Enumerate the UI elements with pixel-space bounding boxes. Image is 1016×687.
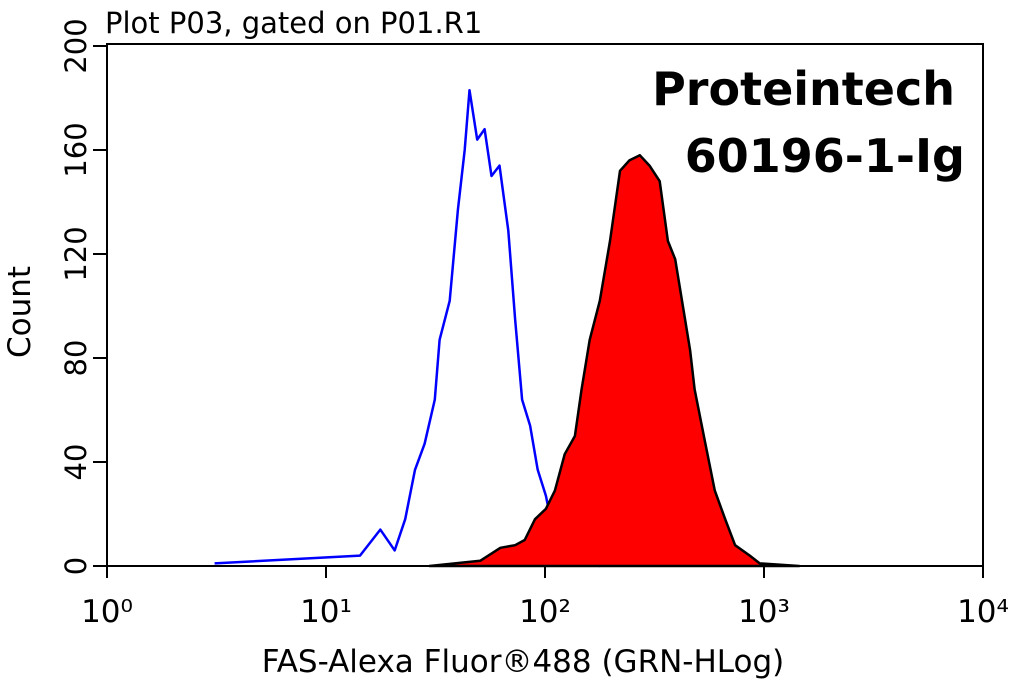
histogram-line [214,88,601,568]
annotation: Proteintech [652,62,955,116]
x-tick-label: 10³ [738,594,790,630]
y-tick-label: 160 [59,122,93,177]
x-axis-label: FAS-Alexa Fluor®488 (GRN-HLog) [262,644,785,680]
chart-title: Plot P03, gated on P01.R1 [105,6,482,40]
x-tick-label: 10⁰ [81,594,133,630]
x-tick-label: 10² [519,594,571,630]
y-tick-label: 200 [59,18,93,73]
x-tick-label: 10⁴ [957,594,1009,630]
y-tick-label: 120 [59,226,93,281]
y-tick-label: 80 [59,340,93,377]
y-tick-label: 0 [59,557,93,575]
x-tick-label: 10¹ [300,594,352,630]
y-axis-label: Count [2,266,38,358]
filled-histogram [428,153,801,568]
y-tick-label: 40 [59,444,93,481]
annotation: 60196-1-Ig [685,129,965,183]
